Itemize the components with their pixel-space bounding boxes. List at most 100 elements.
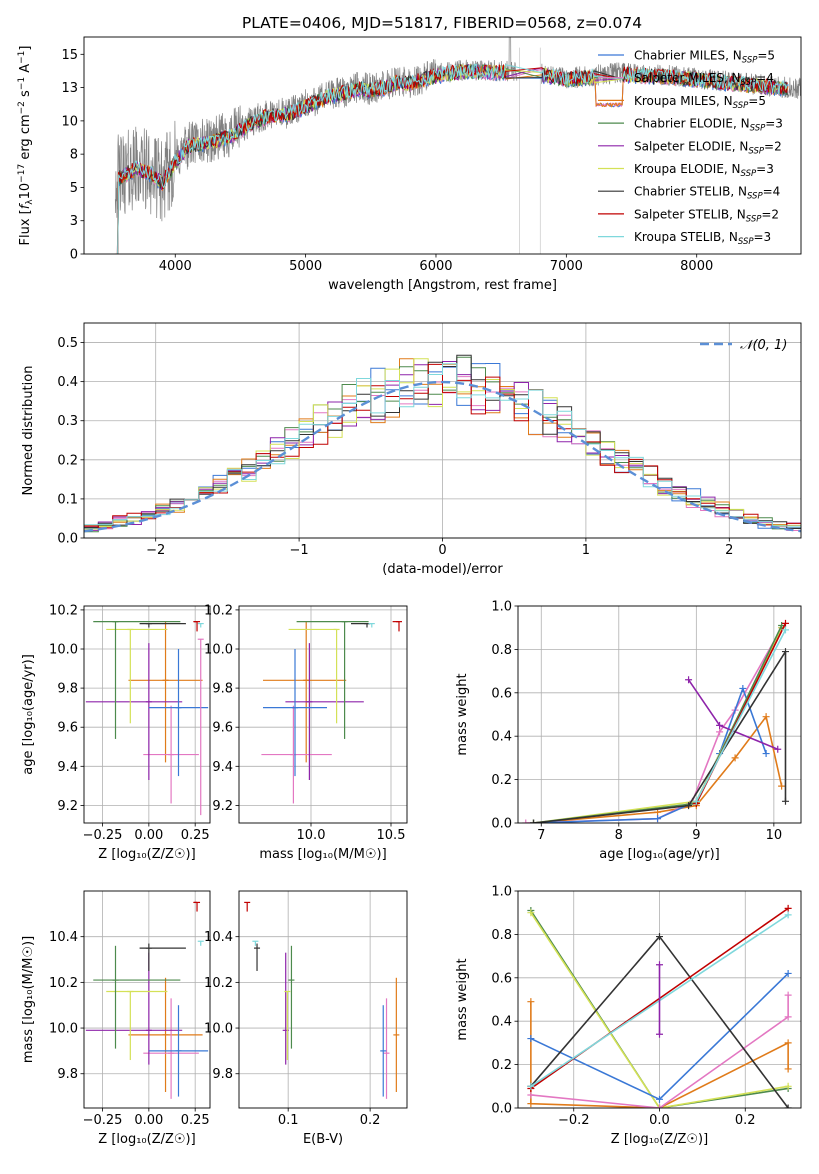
weight-marker — [781, 626, 789, 634]
weight-line — [533, 687, 767, 823]
weight-marker — [739, 684, 747, 692]
errorbar-point — [106, 628, 168, 724]
weight-marker — [784, 1039, 792, 1047]
x-tick-label: −0.2 — [558, 1113, 590, 1128]
panel-mass_vs_ebv: 0.1 0.2 9.8 10.0 10.2 10.4 E(B-V) — [204, 890, 408, 1147]
weight-marker — [527, 1082, 535, 1090]
y-tick-label: 0.4 — [491, 730, 512, 745]
y-tick-label: 1.0 — [491, 885, 512, 900]
model-spectrum-line — [116, 63, 788, 254]
axes-frame — [83, 36, 802, 255]
x-tick-label: 7000 — [550, 259, 583, 274]
y-tick-label: 9.2 — [57, 799, 78, 814]
y-tick-label: 9.6 — [212, 721, 233, 736]
errorbar-point — [128, 977, 203, 1093]
errorbar-point — [380, 1005, 387, 1097]
x-tick-label: 10 — [766, 828, 783, 843]
y-tick-label: 9.8 — [212, 682, 233, 697]
errorbar-point — [148, 1005, 209, 1097]
y-tick-label: 9.8 — [57, 1067, 78, 1082]
panel-residuals: −2 −1 0 1 2 0.0 0.1 0.2 0.3 0.4 0.5 (data-model)/er… — [21, 322, 802, 577]
plot-area — [85, 901, 209, 1099]
y-tick-label: 10.0 — [49, 643, 78, 658]
weight-line — [525, 627, 783, 823]
weight-marker — [784, 969, 792, 977]
errorbar-point — [93, 621, 181, 739]
x-tick-label: 0.2 — [360, 1113, 381, 1128]
grid — [84, 891, 210, 1108]
weight-marker — [784, 911, 792, 919]
x-tick-label: 0.25 — [181, 1113, 210, 1128]
residual-legend: 𝒩(0, 1) — [700, 338, 787, 353]
weight-marker — [762, 713, 770, 721]
weight-line — [533, 650, 787, 823]
weight-marker — [527, 909, 535, 917]
x-axis-label: age [log₁₀(age/yr)] — [599, 847, 720, 862]
x-axis-label: Z [log₁₀(Z/Z☉)] — [611, 1132, 708, 1147]
weight-marker — [527, 1100, 535, 1108]
panel-age_vs_z: −0.25 0.00 0.25 9.2 9.4 9.6 9.8 10.0 10.2 Z [log₁… — [21, 603, 211, 862]
y-tick-label: 9.6 — [57, 721, 78, 736]
legend-label: Chabrier MILES, NSSP=5 — [634, 49, 775, 66]
y-tick-label: 0.8 — [491, 928, 512, 943]
x-axis-label: mass [log₁₀(M/M☉)] — [259, 847, 386, 862]
axes-frame — [83, 605, 211, 824]
y-tick-label: 10.0 — [49, 1022, 78, 1037]
y-tick-label: 3 — [70, 214, 78, 229]
panel-weight_vs_z: −0.2 0.0 0.2 0.0 0.2 0.4 0.6 0.8 1.0 Z [log₁₀(Z/Z… — [455, 885, 802, 1147]
y-tick-label: 10.4 — [204, 930, 233, 945]
weight-marker — [530, 819, 538, 823]
x-tick-label: 4000 — [159, 259, 192, 274]
x-axis-label: Z [log₁₀(Z/Z☉)] — [98, 1132, 195, 1147]
legend-label: Kroupa ELODIE, NSSP=3 — [634, 162, 774, 179]
weight-line — [530, 1001, 789, 1108]
weight-marker — [522, 819, 530, 823]
grid — [239, 891, 407, 1108]
y-tick-label: 10.2 — [204, 603, 233, 618]
y-tick-label: 5 — [70, 181, 78, 196]
weight-line — [533, 715, 783, 823]
grid — [518, 605, 801, 824]
y-tick-label: 0.2 — [491, 773, 512, 788]
errorbar-point — [261, 705, 332, 804]
x-tick-label: 0.0 — [649, 1113, 670, 1128]
y-tick-label: 0.4 — [491, 1015, 512, 1030]
x-tick-label: 8000 — [680, 259, 713, 274]
plot-area — [527, 904, 792, 1108]
y-tick-label: 9.4 — [57, 760, 78, 775]
residual-histogram — [84, 363, 801, 538]
x-tick-label: 0.00 — [134, 828, 163, 843]
x-tick-label: 6000 — [419, 259, 452, 274]
grid — [84, 323, 801, 539]
y-tick-label: 10.4 — [49, 930, 78, 945]
x-axis-label: E(B-V) — [303, 1132, 343, 1147]
plot-area — [244, 901, 400, 1099]
x-tick-label: 10.0 — [297, 828, 326, 843]
axes-frame — [517, 605, 802, 824]
errorbar-point — [139, 943, 186, 971]
errorbar-point — [143, 998, 199, 1099]
errorbar-point — [193, 621, 201, 632]
weight-marker — [778, 782, 786, 790]
errorbar-point — [244, 901, 251, 912]
x-tick-label: 9 — [692, 828, 700, 843]
y-tick-label: 0.6 — [491, 971, 512, 986]
weight-marker — [784, 1082, 792, 1090]
weight-marker — [656, 1104, 663, 1108]
weight-marker — [731, 754, 739, 762]
errorbar-point — [85, 643, 183, 780]
errorbar-point — [263, 649, 327, 777]
x-tick-label: 1 — [582, 543, 590, 558]
errorbar-point — [85, 952, 183, 1065]
y-tick-label: 10.0 — [204, 1022, 233, 1037]
panel-spectrum: 4000 5000 6000 7000 8000 0 3 5 8 10 13 15 wavelength… — [17, 36, 802, 293]
x-tick-label: 10.5 — [377, 828, 406, 843]
weight-marker — [716, 728, 724, 736]
legend-label: Salpeter MILES, NSSP=4 — [634, 71, 774, 88]
axes-frame — [83, 322, 802, 539]
spectrum-legend: Chabrier MILES, NSSP=5 Salpeter MILES, NS… — [598, 49, 783, 247]
weight-marker — [784, 991, 792, 999]
weight-marker — [656, 1030, 663, 1038]
panel-weight_vs_age: 7 8 9 10 0.0 0.2 0.4 0.6 0.8 1.0 age [log₁₀(age/yr… — [455, 600, 802, 862]
x-axis-label: wavelength [Angstrom, rest frame] — [328, 278, 557, 293]
